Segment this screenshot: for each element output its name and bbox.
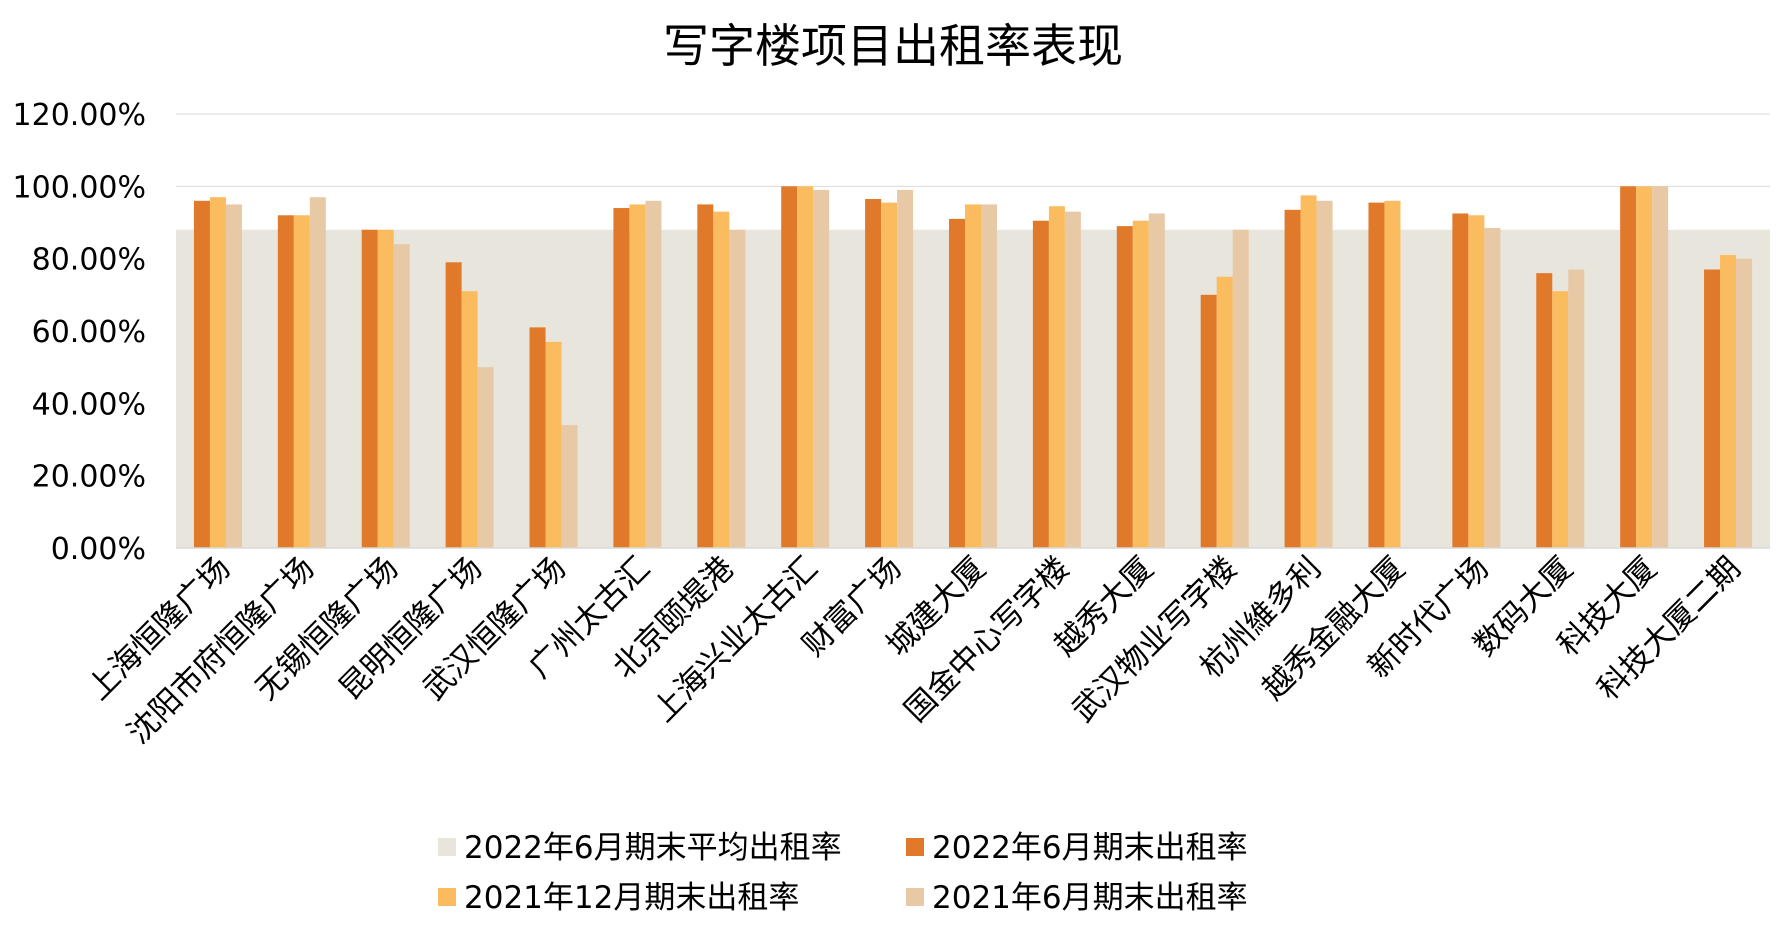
bar — [1384, 200, 1401, 549]
legend-swatch — [906, 888, 924, 906]
bar — [897, 189, 914, 548]
bar — [461, 291, 478, 548]
bar — [713, 211, 730, 548]
bar — [1132, 220, 1149, 549]
bar — [981, 204, 997, 548]
bar — [393, 244, 410, 548]
bar — [1636, 186, 1653, 549]
bar — [193, 200, 210, 549]
bar — [797, 186, 814, 549]
bar — [445, 262, 462, 548]
legend-swatch — [438, 888, 456, 906]
bar — [1216, 276, 1233, 548]
bar — [1568, 269, 1585, 548]
bar — [1316, 200, 1333, 549]
legend-item: 2021年6月期末出租率 — [906, 880, 1248, 916]
bar — [209, 197, 226, 548]
legend-label: 2021年6月期末出租率 — [932, 880, 1248, 916]
bar — [1116, 226, 1133, 548]
legend-label: 2021年12月期末出租率 — [464, 880, 799, 916]
bar — [1368, 202, 1385, 548]
y-tick-label: 40.00% — [32, 387, 146, 422]
bar — [1620, 186, 1637, 549]
bar — [309, 197, 326, 548]
bar — [781, 186, 798, 549]
bar — [1736, 258, 1753, 548]
y-tick-label: 60.00% — [32, 315, 146, 350]
legend-swatch — [438, 838, 456, 856]
y-tick-label: 0.00% — [51, 532, 146, 567]
bar — [1032, 220, 1049, 549]
bar — [1484, 227, 1501, 549]
legend-item: 2022年6月期末平均出租率 — [438, 830, 842, 866]
legend: 2022年6月期末平均出租率 2022年6月期末出租率 2021年12月期末出租率 2… — [438, 830, 1248, 916]
x-tick-label: 上海恒隆广场 — [81, 550, 238, 707]
bar — [361, 229, 378, 548]
legend-label: 2022年6月期末出租率 — [932, 830, 1248, 866]
bars — [193, 186, 1753, 549]
bar — [729, 229, 746, 548]
bar — [697, 204, 714, 548]
bar — [529, 327, 546, 548]
bar — [1552, 291, 1569, 548]
bar — [813, 189, 830, 548]
bar — [293, 215, 310, 548]
bar — [1536, 273, 1553, 548]
bar — [1452, 213, 1469, 549]
y-tick-label: 120.00% — [13, 98, 146, 133]
bar — [561, 425, 578, 548]
bar — [881, 202, 898, 548]
bar — [277, 215, 294, 548]
y-tick-label: 20.00% — [32, 460, 146, 495]
legend-item: 2022年6月期末出租率 — [906, 830, 1248, 866]
bar — [1704, 269, 1721, 548]
legend-item: 2021年12月期末出租率 — [438, 880, 799, 916]
bar — [1148, 213, 1165, 549]
bar — [1468, 215, 1485, 548]
bar — [1200, 294, 1217, 548]
bar — [225, 204, 242, 548]
bar — [629, 204, 646, 548]
bar — [545, 341, 562, 548]
bar — [1652, 186, 1669, 549]
bar — [1720, 255, 1737, 549]
bar — [965, 204, 981, 548]
bar — [949, 218, 965, 548]
bar — [613, 208, 630, 549]
bar — [865, 198, 882, 548]
bar — [477, 367, 494, 548]
bar — [1064, 211, 1081, 548]
bar — [377, 229, 394, 548]
y-tick-label: 80.00% — [32, 243, 146, 278]
bar — [1300, 195, 1317, 548]
bar — [645, 200, 662, 549]
legend-label: 2022年6月期末平均出租率 — [464, 830, 842, 866]
legend-swatch — [906, 838, 924, 856]
y-tick-label: 100.00% — [13, 170, 146, 205]
bar — [1232, 229, 1249, 548]
bar — [1048, 206, 1065, 548]
bar — [1284, 209, 1301, 548]
chart-title: 写字楼项目出租率表现 — [663, 19, 1123, 73]
